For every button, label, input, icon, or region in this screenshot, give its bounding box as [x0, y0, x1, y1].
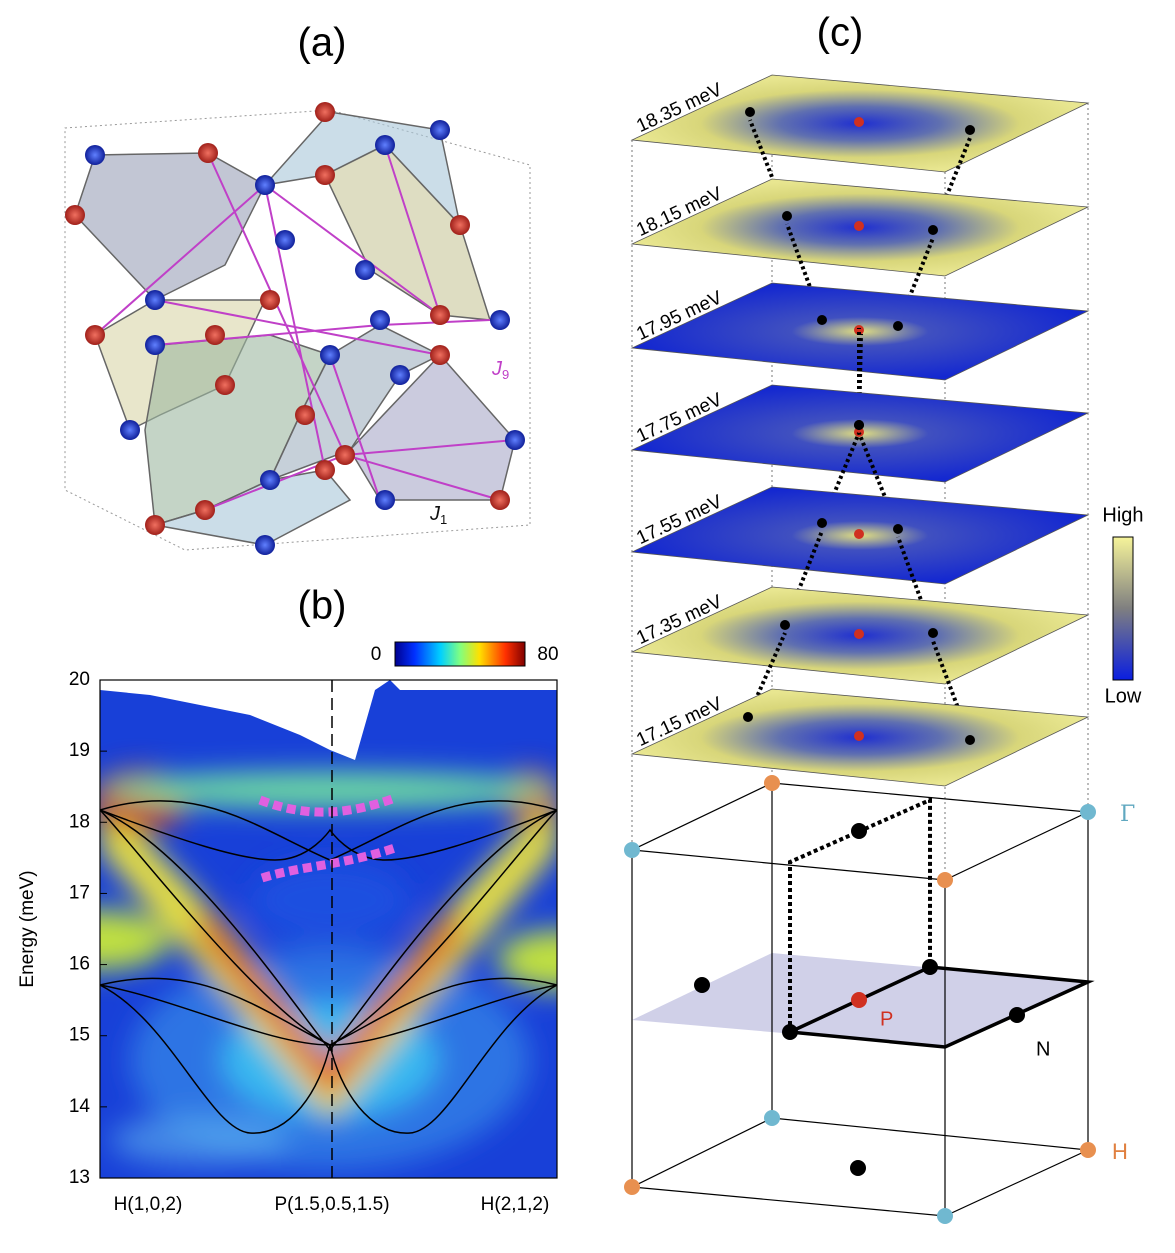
coupling-letter: J	[491, 358, 503, 380]
panel-label: (c)	[817, 11, 864, 55]
intensity-map	[100, 680, 557, 1178]
atom	[450, 215, 470, 235]
p-point	[854, 221, 864, 231]
p-point	[854, 629, 864, 639]
atom	[195, 500, 215, 520]
atom	[145, 335, 165, 355]
mode-trace	[896, 536, 935, 634]
mode-point	[782, 211, 792, 221]
colorbar-label: 80	[537, 644, 558, 665]
atom	[120, 420, 140, 440]
y-tick-label: 20	[69, 669, 90, 690]
mode-point	[893, 524, 903, 534]
atom	[375, 135, 395, 155]
coupling-sub: 9	[502, 367, 509, 382]
mode-trace	[857, 432, 900, 530]
mode-trace	[785, 223, 824, 321]
mode-point	[854, 420, 864, 430]
point-label: H	[1112, 1139, 1128, 1164]
y-tick-label: 16	[69, 954, 90, 975]
atom	[205, 325, 225, 345]
atom	[275, 230, 295, 250]
mode-trace	[896, 237, 935, 327]
atom	[260, 470, 280, 490]
y-tick-label: 15	[69, 1025, 90, 1046]
atom	[390, 365, 410, 385]
y-tick-label: 18	[69, 811, 90, 832]
p-point	[854, 427, 864, 437]
atom	[355, 260, 375, 280]
atom	[505, 430, 525, 450]
point-label: P	[880, 1008, 893, 1030]
atom	[315, 165, 335, 185]
mode-point	[745, 107, 755, 117]
atom	[430, 120, 450, 140]
coupling-letter: J	[429, 503, 441, 525]
x-tick-label: P(1.5,0.5,1.5)	[274, 1194, 389, 1215]
atom	[315, 102, 335, 122]
mode-point	[893, 321, 903, 331]
coupling-sub: 1	[440, 512, 447, 527]
colorbar-label: Low	[1105, 685, 1142, 707]
mode-point	[817, 315, 827, 325]
atom	[145, 515, 165, 535]
mode-trace	[783, 530, 824, 626]
panel-label: (a)	[298, 21, 347, 65]
mode-trace	[931, 137, 972, 231]
atom	[198, 143, 218, 163]
mode-trace	[748, 119, 789, 217]
colorbar	[1112, 536, 1134, 681]
coupling-label: J1	[429, 503, 447, 527]
mode-point	[928, 628, 938, 638]
atom	[215, 375, 235, 395]
atom	[430, 305, 450, 325]
y-tick-label: 17	[69, 882, 90, 903]
colorbar	[394, 641, 526, 667]
y-tick-label: 19	[69, 740, 90, 761]
atom	[85, 325, 105, 345]
atom	[430, 345, 450, 365]
atom	[320, 345, 340, 365]
crystal-structure: J9 J1	[64, 102, 531, 555]
atom	[260, 290, 280, 310]
p-point	[854, 731, 864, 741]
colorbar-label: 0	[371, 644, 382, 665]
atom	[85, 145, 105, 165]
y-tick-label: 14	[69, 1096, 91, 1117]
atom	[65, 205, 85, 225]
panel-label: (b)	[298, 584, 347, 628]
mode-point	[928, 225, 938, 235]
point-label: N	[1036, 1038, 1050, 1060]
atom	[295, 405, 315, 425]
p-point	[854, 325, 864, 335]
coupling-label: J9	[491, 358, 509, 382]
x-tick-label: H(2,1,2)	[481, 1194, 550, 1215]
atom	[370, 310, 390, 330]
atom	[145, 290, 165, 310]
y-tick-label: 13	[69, 1167, 90, 1188]
atom	[255, 175, 275, 195]
mode-point	[965, 735, 975, 745]
colorbar-label: High	[1102, 504, 1143, 526]
mode-point	[743, 712, 753, 722]
mode-trace	[820, 432, 861, 524]
y-axis-label: Energy (meV)	[17, 870, 38, 987]
plot-frame	[99, 679, 558, 1179]
atom	[315, 460, 335, 480]
mode-point	[780, 620, 790, 630]
atom	[255, 535, 275, 555]
x-tick-label: H(1,0,2)	[114, 1194, 183, 1215]
p-point	[854, 117, 864, 127]
atom	[490, 490, 510, 510]
p-point	[854, 529, 864, 539]
atom	[490, 310, 510, 330]
atom	[375, 490, 395, 510]
atom	[335, 445, 355, 465]
mode-point	[817, 518, 827, 528]
mode-point	[965, 125, 975, 135]
point-label: Γ	[1120, 802, 1135, 827]
